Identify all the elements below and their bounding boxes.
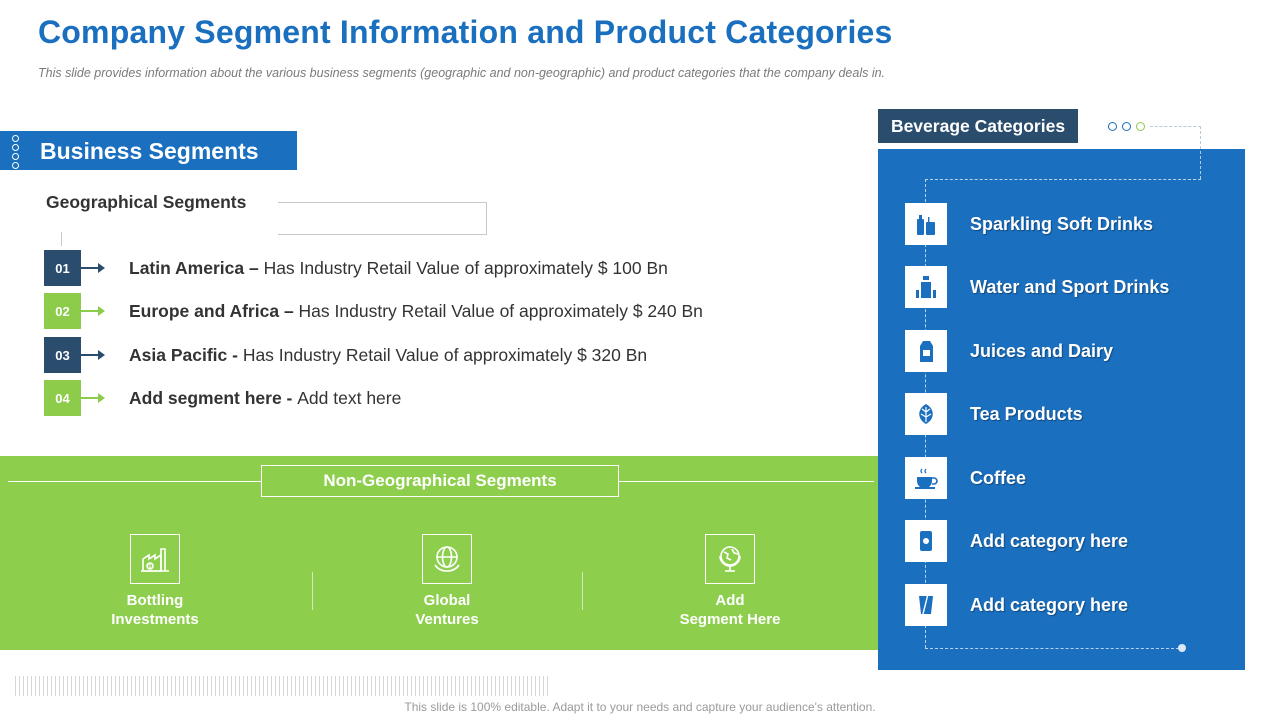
non-geo-label: Bottling Investments — [111, 592, 199, 628]
beverage-label: Water and Sport Drinks — [970, 276, 1170, 297]
segment-text: Asia Pacific - Has Industry Retail Value… — [129, 344, 648, 365]
arrow-right-icon — [81, 306, 105, 316]
beverage-item: Add category here — [905, 584, 1128, 626]
segment-text: Add segment here - Add text here — [129, 387, 402, 408]
non-geo-label: Add Segment Here — [679, 592, 781, 628]
non-geo-item: Add Segment Here — [660, 534, 800, 629]
beverage-item: Water and Sport Drinks — [905, 266, 1169, 308]
dashed-connector — [1150, 126, 1201, 127]
can-icon — [905, 520, 947, 562]
segment-number: 01 — [44, 250, 81, 286]
decorative-dots-icon — [12, 135, 20, 169]
tea-leaf-icon — [905, 393, 947, 435]
beverage-item: Coffee — [905, 457, 1026, 499]
soda-icon — [905, 203, 947, 245]
beverage-item: Juices and Dairy — [905, 330, 1113, 372]
segment-number: 03 — [44, 337, 81, 373]
geo-segment-row: 04 Add segment here - Add text here — [44, 380, 401, 416]
segment-text: Latin America – Has Industry Retail Valu… — [129, 257, 668, 278]
non-geo-item: $ Bottling Investments — [85, 534, 225, 629]
dashed-connector — [925, 648, 1179, 649]
divider — [8, 481, 261, 482]
arrow-right-icon — [81, 263, 105, 273]
beverage-label: Add category here — [970, 530, 1129, 551]
factory-icon: $ — [130, 534, 180, 584]
business-segments-bar — [0, 131, 297, 170]
beverage-label: Tea Products — [970, 403, 1083, 424]
geographical-segments-title: Geographical Segments — [46, 192, 247, 212]
separator — [582, 572, 583, 610]
dashed-connector — [1200, 126, 1201, 179]
beverage-label: Coffee — [970, 467, 1027, 488]
arrow-right-icon — [81, 393, 105, 403]
coffee-cup-icon — [905, 457, 947, 499]
beverage-item: Sparkling Soft Drinks — [905, 203, 1153, 245]
timeline-end-dot — [1178, 644, 1186, 652]
geo-segment-row: 03 Asia Pacific - Has Industry Retail Va… — [44, 337, 647, 373]
decorative-circles-icon — [1108, 122, 1145, 131]
arrow-right-icon — [81, 350, 105, 360]
separator — [312, 572, 313, 610]
footer-note: This slide is 100% editable. Adapt it to… — [404, 700, 876, 714]
water-bottle-icon — [905, 266, 947, 308]
beverage-label: Juices and Dairy — [970, 340, 1114, 361]
segment-text: Europe and Africa – Has Industry Retail … — [129, 300, 703, 321]
geographical-connector — [61, 232, 62, 246]
globe-stand-icon — [705, 534, 755, 584]
page-subtitle: This slide provides information about th… — [38, 66, 886, 80]
glass-icon — [905, 584, 947, 626]
beverage-item: Tea Products — [905, 393, 1083, 435]
globe-hands-icon — [422, 534, 472, 584]
divider — [619, 481, 874, 482]
geo-segment-row: 02 Europe and Africa – Has Industry Reta… — [44, 293, 703, 329]
segment-number: 04 — [44, 380, 81, 416]
geo-segment-row: 01 Latin America – Has Industry Retail V… — [44, 250, 668, 286]
dashed-connector — [925, 179, 1201, 180]
business-segments-title: Business Segments — [40, 138, 259, 164]
beverage-label: Sparkling Soft Drinks — [970, 213, 1154, 234]
segment-number: 02 — [44, 293, 81, 329]
beverage-categories-title: Beverage Categories — [878, 109, 1078, 143]
decorative-hatch — [15, 676, 550, 696]
non-geographical-title: Non-Geographical Segments — [261, 465, 619, 497]
geographical-frame — [278, 202, 487, 235]
svg-text:$: $ — [149, 564, 152, 570]
beverage-item: Add category here — [905, 520, 1128, 562]
beverage-label: Add category here — [970, 594, 1129, 615]
page-title: Company Segment Information and Product … — [38, 14, 893, 50]
non-geo-label: Global Ventures — [415, 592, 479, 628]
juice-carton-icon — [905, 330, 947, 372]
non-geo-item: Global Ventures — [377, 534, 517, 629]
